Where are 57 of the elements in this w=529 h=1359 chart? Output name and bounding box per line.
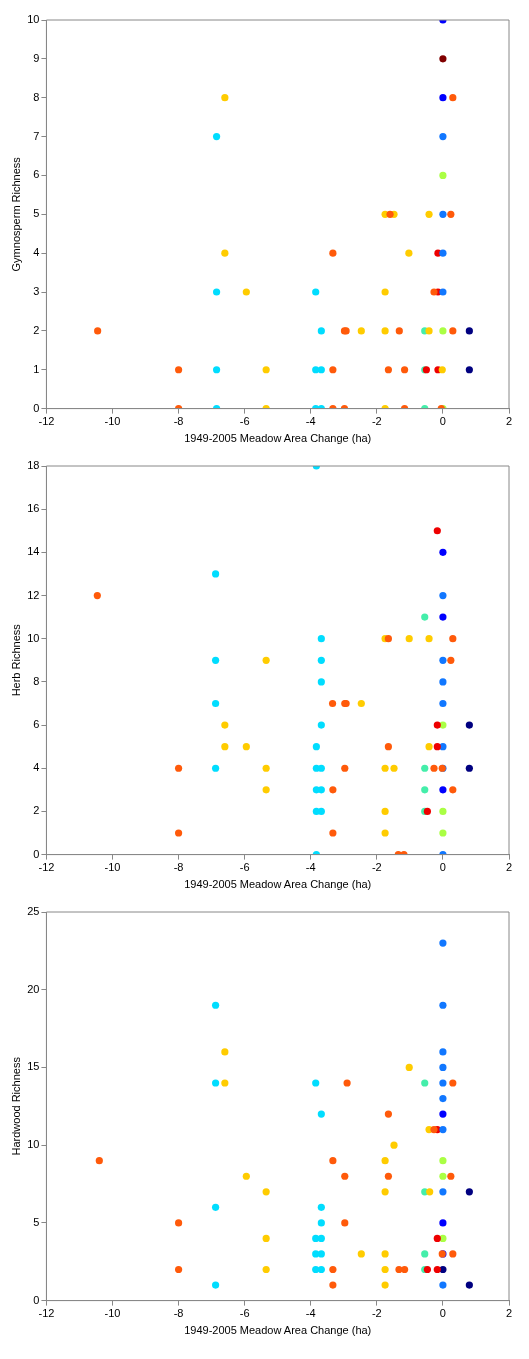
y-tick-label: 7 xyxy=(33,129,40,142)
y-tick-label: 6 xyxy=(33,168,40,181)
y-tick-label: 10 xyxy=(27,631,40,644)
y-tick-label: 4 xyxy=(33,246,40,259)
y-tick-label: 8 xyxy=(33,90,40,103)
y-tick-label: 18 xyxy=(27,459,40,472)
x-tick-label: 0 xyxy=(439,1307,446,1320)
x-tick-label: 2 xyxy=(505,1307,513,1320)
x-tick-label: -10 xyxy=(104,415,121,428)
x-tick-label: -4 xyxy=(305,1307,316,1320)
y-axis-title: Hardwood Richness xyxy=(9,1056,22,1156)
x-tick-label: -8 xyxy=(173,861,184,874)
x-tick-label: 2 xyxy=(505,861,513,874)
y-tick-label: 0 xyxy=(33,847,40,860)
y-tick-label: 1 xyxy=(33,362,40,375)
x-tick-label: -2 xyxy=(371,1307,382,1320)
y-tick-label: 25 xyxy=(27,905,40,918)
y-tick-label: 2 xyxy=(33,804,40,817)
y-tick-label: 12 xyxy=(27,588,40,601)
x-tick-label: -12 xyxy=(38,415,55,428)
y-tick-label: 4 xyxy=(33,761,40,774)
y-tick-label: 2 xyxy=(33,323,40,336)
y-tick-label: 16 xyxy=(27,502,40,515)
x-tick-label: -6 xyxy=(239,1307,250,1320)
y-tick-label: 3 xyxy=(33,285,40,298)
y-tick-label: 15 xyxy=(27,1060,40,1073)
x-tick-label: 0 xyxy=(439,415,446,428)
y-tick-label: 0 xyxy=(33,1293,40,1306)
x-tick-label: -8 xyxy=(173,1307,184,1320)
x-tick-label: -10 xyxy=(104,861,121,874)
x-tick-label: 0 xyxy=(439,861,446,874)
x-tick-label: -2 xyxy=(371,861,382,874)
y-tick-label: 5 xyxy=(33,1215,40,1228)
x-axis-title: 1949-2005 Meadow Area Change (ha) xyxy=(184,432,372,445)
x-tick-label: -6 xyxy=(239,861,250,874)
y-tick-label: 10 xyxy=(27,1138,40,1151)
x-tick-label: -12 xyxy=(38,861,55,874)
x-axis-title: 1949-2005 Meadow Area Change (ha) xyxy=(184,1324,372,1337)
y-tick-label: 9 xyxy=(33,51,40,64)
x-tick-label: -6 xyxy=(239,415,250,428)
x-tick-label: -10 xyxy=(104,1307,121,1320)
y-tick-label: 0 xyxy=(33,401,40,414)
x-tick-label: -12 xyxy=(38,1307,55,1320)
y-tick-label: 8 xyxy=(33,674,40,687)
x-tick-label: -2 xyxy=(371,415,382,428)
x-tick-label: -8 xyxy=(173,415,184,428)
y-tick-label: 14 xyxy=(27,545,40,558)
y-tick-label: 20 xyxy=(27,982,40,995)
y-tick-label: 5 xyxy=(33,207,40,220)
x-axis-title: 1949-2005 Meadow Area Change (ha) xyxy=(184,878,372,891)
x-tick-label: -4 xyxy=(305,415,316,428)
y-tick-label: 6 xyxy=(33,718,40,731)
x-tick-label: -4 xyxy=(305,861,316,874)
y-axis-title: Herb Richness xyxy=(9,623,22,697)
y-tick-label: 10 xyxy=(27,13,40,26)
x-tick-label: 2 xyxy=(505,415,513,428)
y-axis-title: Gymnosperm Richness xyxy=(9,156,22,272)
